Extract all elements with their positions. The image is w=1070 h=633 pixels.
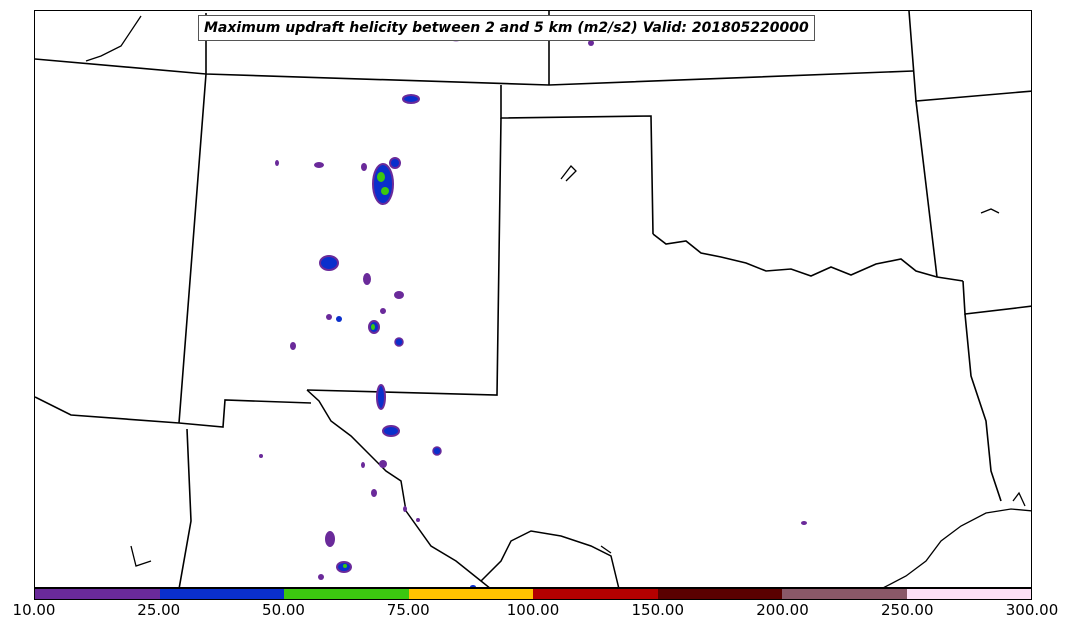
colorbar-tick-label: 100.00 (506, 601, 560, 619)
colorbar-tick-label: 75.00 (386, 601, 430, 619)
colorbar-tick-label: 300.00 (1005, 601, 1059, 619)
colorbar-tick-label: 10.00 (12, 601, 56, 619)
map-title: Maximum updraft helicity between 2 and 5… (198, 15, 815, 41)
red-river (652, 233, 964, 282)
border-az-south (35, 396, 180, 424)
border-ok-east (915, 100, 938, 278)
map-canvas (35, 11, 1031, 587)
colorbar-tick-label: 150.00 (631, 601, 685, 619)
colorbar-segment (408, 589, 533, 599)
colorbar-segment (782, 589, 907, 599)
colorbar-segment (533, 589, 658, 599)
border-ok-panhandle (500, 85, 654, 235)
border-nm-south (178, 399, 312, 428)
storm-cells (259, 26, 807, 587)
state-boundaries (35, 11, 1031, 587)
border-nm-west (178, 13, 207, 424)
colorbar-tick-label: 250.00 (881, 601, 934, 619)
colorbar-tick-label: 25.00 (137, 601, 181, 619)
colorbar-tick-label: 50.00 (262, 601, 305, 619)
gulf-coastline (85, 15, 1031, 587)
border-north (35, 58, 914, 86)
border-nm-east (306, 117, 502, 396)
us-mexico-border (306, 389, 620, 587)
map-frame (34, 10, 1032, 588)
border-ks-mo (908, 11, 1031, 102)
colorbar-segment (284, 589, 409, 599)
colorbar-segment (35, 589, 160, 599)
border-tx-la (964, 313, 1002, 502)
colorbar-segment (657, 589, 782, 599)
colorbar (34, 588, 1032, 600)
colorbar-segment (159, 589, 284, 599)
colorbar-tick-label: 200.00 (756, 601, 809, 619)
colorbar-segment (906, 589, 1031, 599)
border-ar-la (962, 280, 1031, 315)
border-az-mx (178, 428, 192, 587)
